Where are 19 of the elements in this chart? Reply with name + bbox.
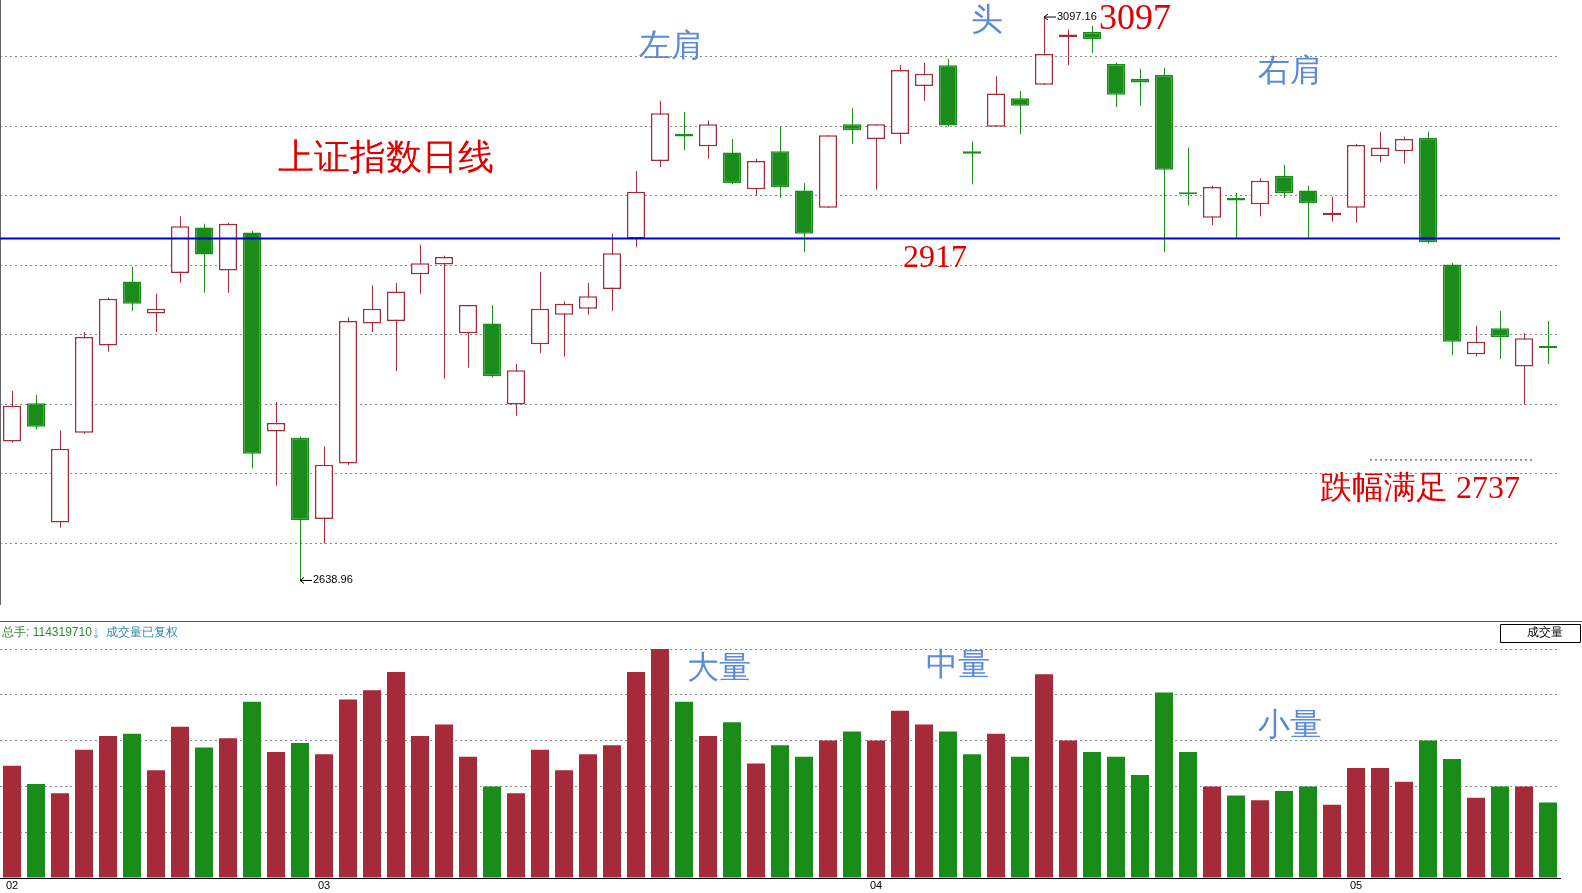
x-tick-label: 02 bbox=[5, 878, 19, 891]
x-tick-label: 03 bbox=[317, 878, 331, 891]
annotation: 中量 bbox=[926, 646, 990, 683]
annotation: 左肩 bbox=[639, 27, 703, 64]
annotation: 头 bbox=[971, 1, 1003, 38]
annotation: 3097 bbox=[1099, 0, 1171, 38]
ref-line-label: 跌幅满足 2737 bbox=[1320, 469, 1520, 506]
annotation: 小量 bbox=[1258, 706, 1322, 743]
annotation: 3097.16 bbox=[1057, 10, 1097, 23]
annotation: 右肩 bbox=[1258, 52, 1322, 89]
x-tick-label: 04 bbox=[869, 878, 883, 891]
x-tick-label: 05 bbox=[1349, 878, 1363, 891]
text: 成交量已复权 bbox=[106, 625, 178, 640]
text: 总手: 114319710 bbox=[1, 625, 93, 640]
annotation: 2638.96 bbox=[313, 573, 353, 586]
annotation: 大量 bbox=[687, 649, 751, 686]
text: 上证指数日线 bbox=[278, 137, 494, 178]
text: 成交量 bbox=[1527, 625, 1563, 640]
ref-line-label: 2917 bbox=[903, 237, 967, 274]
